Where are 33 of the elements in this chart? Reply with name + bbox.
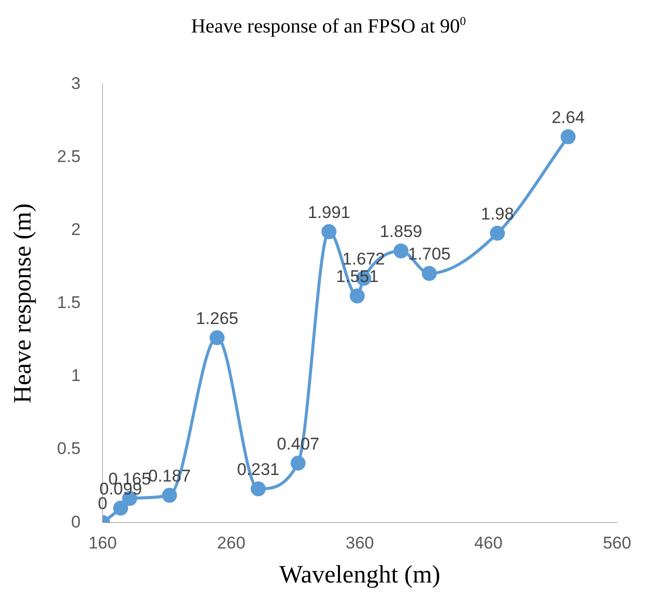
x-tick-label: 360 [346,533,374,552]
point [162,488,177,503]
data-label: 1.98 [480,204,514,224]
x-tick-label: 460 [474,533,503,552]
y-axis-title: Heave response (m) [10,203,37,404]
x-axis-title: Wavelenght (m) [279,562,440,589]
y-tick-label: 0 [71,512,81,532]
data-label: 1.991 [308,202,350,222]
point [321,224,336,240]
point [490,226,505,241]
data-label: 1.859 [380,222,422,242]
x-tick-label: 160 [88,533,117,552]
y-tick-label: 1.5 [56,293,81,312]
x-tick-label: 260 [217,533,246,552]
point [422,266,437,281]
point [250,481,266,496]
y-tick-label: 2 [71,220,81,240]
data-label: 1.265 [196,308,238,328]
data-label: 0 [98,494,108,513]
point [560,129,576,144]
point [210,330,225,346]
y-tick-label: 2.5 [56,146,81,166]
point [290,456,306,471]
y-tick-label: 3 [71,74,81,93]
y-tick-label: 1 [71,366,81,386]
x-tick-label: 560 [602,533,632,552]
chart-title: Heave response of an FPSO at 90$^{0}$ [190,14,467,39]
point [113,500,128,516]
data-label: 2.64 [552,108,585,127]
y-tick-label: 0.5 [56,439,81,458]
point [393,243,408,258]
point [350,288,365,304]
data-label: 1.705 [408,244,451,264]
